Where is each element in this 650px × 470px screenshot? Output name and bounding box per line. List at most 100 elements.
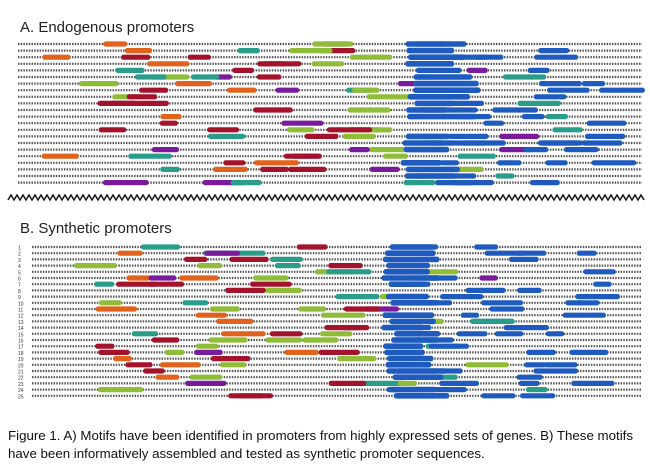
motif-block	[113, 356, 132, 362]
motif-block	[583, 269, 616, 275]
motif-block	[481, 300, 523, 306]
row-label: 11	[18, 308, 23, 314]
motif-block	[404, 173, 456, 179]
motif-block	[179, 275, 219, 281]
motif-block	[382, 256, 440, 263]
motif-block	[386, 368, 447, 374]
motif-block	[394, 331, 441, 337]
motif-block	[97, 387, 144, 393]
motif-block	[115, 67, 145, 73]
motif-block	[387, 355, 434, 362]
motif-block	[440, 160, 459, 166]
motif-block	[126, 94, 158, 100]
motif-block	[256, 74, 282, 80]
row-label: 22	[18, 376, 24, 382]
motif-block	[181, 362, 201, 368]
row-label: 24	[18, 388, 24, 394]
row-label: 20	[18, 363, 24, 369]
row-label: 18	[18, 351, 24, 357]
motif-block	[442, 140, 488, 146]
motif-block	[175, 81, 212, 87]
motif-block	[386, 293, 429, 300]
motif-block	[221, 331, 266, 337]
motif-block	[209, 306, 240, 312]
motif-block	[213, 166, 248, 172]
motif-block	[523, 147, 549, 153]
motif-block	[195, 312, 227, 318]
row-label: 6	[18, 277, 21, 283]
motif-block	[508, 256, 539, 262]
motif-block	[128, 153, 172, 159]
motif-block	[382, 312, 435, 318]
motif-block	[159, 120, 178, 126]
motif-block	[521, 114, 545, 120]
motif-block	[414, 100, 454, 107]
motif-block	[369, 166, 400, 172]
motif-block	[78, 81, 119, 87]
motif-block	[397, 380, 418, 386]
motif-block	[74, 263, 117, 269]
motif-block	[155, 374, 180, 380]
motif-block	[407, 94, 470, 100]
motif-block	[456, 331, 488, 337]
motif-block	[342, 133, 376, 139]
motif-block	[405, 166, 460, 173]
motif-block	[148, 275, 177, 281]
motif-block	[447, 100, 485, 106]
motif-block	[457, 153, 496, 159]
motif-block	[262, 61, 288, 67]
motif-block	[311, 61, 345, 67]
motif-block	[147, 281, 185, 287]
motif-block	[393, 393, 450, 399]
motif-block	[117, 250, 143, 256]
motif-block	[349, 147, 370, 153]
motif-block	[451, 180, 494, 186]
motif-block	[547, 87, 590, 93]
motif-block	[147, 61, 190, 67]
motif-block	[403, 180, 436, 186]
motif-block	[312, 41, 354, 47]
motif-block	[413, 87, 481, 93]
motif-block	[281, 120, 324, 126]
motif-block	[95, 343, 115, 349]
motif-block	[298, 306, 327, 312]
motif-block	[237, 48, 260, 54]
motif-block	[207, 127, 240, 133]
motif-block	[126, 275, 151, 281]
motif-block	[527, 67, 550, 73]
motif-block	[194, 349, 223, 355]
motif-block	[538, 81, 582, 87]
motif-block	[405, 61, 455, 67]
motif-block	[564, 147, 599, 153]
motif-block	[384, 349, 425, 356]
motif-block	[543, 362, 578, 368]
row-label: 15	[18, 332, 24, 338]
motif-block	[515, 250, 547, 256]
row-label: 19	[18, 357, 24, 363]
motif-block	[229, 256, 269, 262]
motif-block	[269, 331, 303, 337]
motif-block	[102, 180, 149, 186]
motif-block	[326, 269, 372, 275]
row-label: 21	[18, 370, 24, 376]
motif-block	[413, 74, 473, 80]
motif-block	[439, 380, 479, 386]
motif-block	[237, 393, 264, 399]
motif-block	[366, 94, 412, 100]
row-label: 3	[18, 258, 21, 264]
motif-block	[223, 160, 246, 166]
motif-block	[187, 54, 211, 60]
motif-block	[260, 166, 289, 172]
motif-block	[405, 41, 467, 47]
motif-block	[98, 300, 122, 306]
motif-block	[538, 48, 570, 54]
motif-block	[518, 380, 540, 386]
motif-block	[581, 81, 606, 87]
motif-block	[440, 294, 484, 300]
motif-block	[98, 127, 127, 133]
motif-block	[494, 331, 524, 337]
row-label: 17	[18, 345, 24, 351]
motif-block	[347, 107, 391, 113]
row-label: 1	[18, 246, 21, 252]
motif-block	[125, 362, 153, 368]
